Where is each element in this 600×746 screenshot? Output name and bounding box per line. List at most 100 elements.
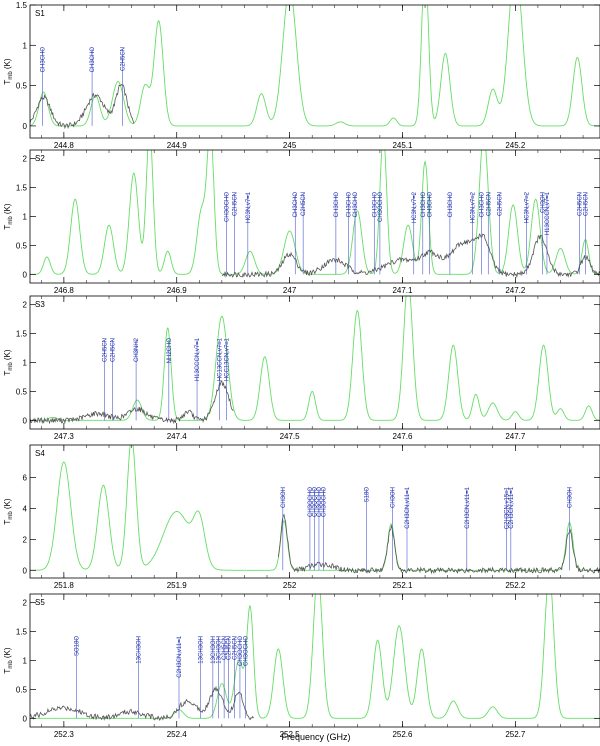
y-axis: 0 0.5 1 1.5 2 <box>16 155 600 279</box>
y-axis: 0 2 4 6 <box>23 473 600 575</box>
line-label: H13CCCN,v7=1 <box>545 191 551 235</box>
y-tick-label: 0.5 <box>16 387 28 396</box>
y-tick-label: 1 <box>23 657 28 666</box>
model-spectrum-line <box>30 445 600 571</box>
x-tick-label: 244.8 <box>54 141 75 150</box>
y-tick-label: 4 <box>23 504 28 513</box>
line-label: CH3CHO <box>421 192 427 218</box>
line-label: C2H3CN,v11=1 <box>509 486 515 528</box>
line-label: C2H5CN <box>301 192 307 216</box>
line-label: C2H5CN <box>498 192 504 216</box>
panel-frame <box>29 4 600 139</box>
line-label: CH3OCHO <box>378 192 384 222</box>
line-label: C2H3CN,v11=1 <box>405 486 411 528</box>
x-axis-label: Frequency (GHz) <box>281 732 350 742</box>
x-tick-label: 251.8 <box>54 581 75 590</box>
line-label: SO18O <box>74 636 80 656</box>
y-tick-label: 0 <box>23 270 28 279</box>
line-label: HC3N,v7=2 <box>525 191 531 223</box>
line-label: HC3N,v7=1 <box>246 191 252 223</box>
plot-area <box>30 5 600 130</box>
y-tick-label: 1 <box>23 213 28 222</box>
line-label: HC3N,v7=2 <box>471 191 477 223</box>
line-label: CH3OH <box>540 192 546 213</box>
y-axis-label: Tmb (K) <box>3 498 14 524</box>
line-label: S18O <box>364 487 370 503</box>
line-label: 13CH3OH <box>211 636 217 664</box>
line-label: 13CH3OH <box>136 636 142 664</box>
line-label: CH3CHO <box>40 47 46 73</box>
model-spectrum-line <box>30 594 600 719</box>
line-identifications: CH3CHO CH3CHO C2H5CN <box>40 47 127 126</box>
y-tick-label: 2 <box>23 535 28 544</box>
line-label: C2H5CN <box>222 636 228 660</box>
line-label: 13CH3OH <box>217 636 223 664</box>
x-axis: 247.3 247.4 247.5 247.6 247.7 <box>41 296 584 441</box>
model-spectrum-line <box>30 5 600 127</box>
line-label: CH3OCHO <box>312 487 318 517</box>
line-label: CH3CHO <box>372 192 378 218</box>
x-tick-label: 252.4 <box>167 730 188 739</box>
panel-S1: CH3CHO CH3CHO C2H5CN 244.8 244.9 245 245.1 245.… <box>3 1 600 150</box>
x-tick-label: 252.2 <box>505 581 526 590</box>
plot-area <box>30 445 600 575</box>
line-label: CH3CHO <box>90 47 96 73</box>
y-tick-label: 1.5 <box>16 184 28 193</box>
line-label: C2H5CN <box>232 192 238 216</box>
x-tick-label: 244.9 <box>167 141 188 150</box>
line-identifications: CH3OCHO C2H5CN HC3N,v7=1 CH3CHO C2H5CN CH3CHO… <box>224 191 589 275</box>
y-tick-label: 0.5 <box>16 241 28 250</box>
y-tick-label: 0 <box>23 566 28 575</box>
line-label: CH3OCHO <box>244 636 250 666</box>
y-tick-label: 1.5 <box>16 628 28 637</box>
panel-S2: CH3OCHO C2H5CN HC3N,v7=1 CH3CHO C2H5CN CH3CHO… <box>3 149 600 295</box>
line-label: CH3OCHO <box>224 192 230 222</box>
line-label: HCC13CN,v7=1 <box>224 337 230 381</box>
x-axis: 246.8 246.9 247 247.1 247.2 <box>41 150 584 295</box>
observed-spectrum-line <box>30 685 254 721</box>
line-identifications: C2H5CN C2H5CN CH3NH2 NH2CHO H13CCCN,v7=1 HC13… <box>103 337 230 421</box>
line-label: CH3OH <box>568 487 574 508</box>
x-tick-label: 247.3 <box>54 432 75 441</box>
x-tick-label: 247.6 <box>392 432 413 441</box>
line-label: C2H5CN <box>578 192 584 216</box>
observed-spectrum-line <box>30 83 135 130</box>
y-tick-label: 2 <box>23 301 28 310</box>
observed-spectrum-line <box>30 380 234 425</box>
line-label: CH3NH2 <box>134 337 140 362</box>
line-label: CH3OCHO <box>308 487 314 517</box>
line-label: C2H3CN,v15=1 <box>504 486 510 529</box>
x-tick-label: 246.9 <box>167 286 188 295</box>
line-label: CH3CHO <box>480 192 486 218</box>
x-tick-label: 247.7 <box>505 432 526 441</box>
y-tick-label: 1.5 <box>16 330 28 339</box>
x-tick-label: 245 <box>283 141 297 150</box>
line-label: CH3CHO <box>293 192 299 218</box>
x-tick-label: 251.9 <box>167 581 188 590</box>
y-tick-label: 0 <box>23 122 28 131</box>
line-label: C2H5CN <box>227 636 233 660</box>
y-tick-label: 1 <box>23 359 28 368</box>
panel-label: S4 <box>35 449 45 458</box>
line-label: C2H5CN <box>232 636 238 660</box>
x-axis: 244.8 244.9 245 245.1 245.2 <box>41 5 584 150</box>
y-tick-label: 6 <box>23 473 28 482</box>
x-tick-label: 247.5 <box>280 432 301 441</box>
y-axis-label: Tmb (K) <box>3 647 14 673</box>
x-axis: 252.3 252.4 252.5 252.6 252.7 <box>41 594 584 739</box>
line-identifications: SO18O 13CH3OH C2H3CN,v11=1 13CH3OH 13CH3OH 13… <box>74 635 250 719</box>
y-tick-label: 1.5 <box>16 1 28 10</box>
plot-area <box>30 296 600 425</box>
line-label: C2H3CN,v11=1 <box>177 635 183 677</box>
x-tick-label: 252.3 <box>54 730 75 739</box>
line-label: CH3CHO <box>353 192 359 218</box>
model-spectrum-line <box>30 150 600 275</box>
line-label: C2H5CN <box>103 338 109 362</box>
line-label: C2H5CN <box>486 192 492 216</box>
x-tick-label: 247.4 <box>167 432 188 441</box>
x-tick-label: 252 <box>283 581 297 590</box>
plot-area <box>30 150 600 279</box>
line-label: CH3OCHO <box>238 636 244 666</box>
